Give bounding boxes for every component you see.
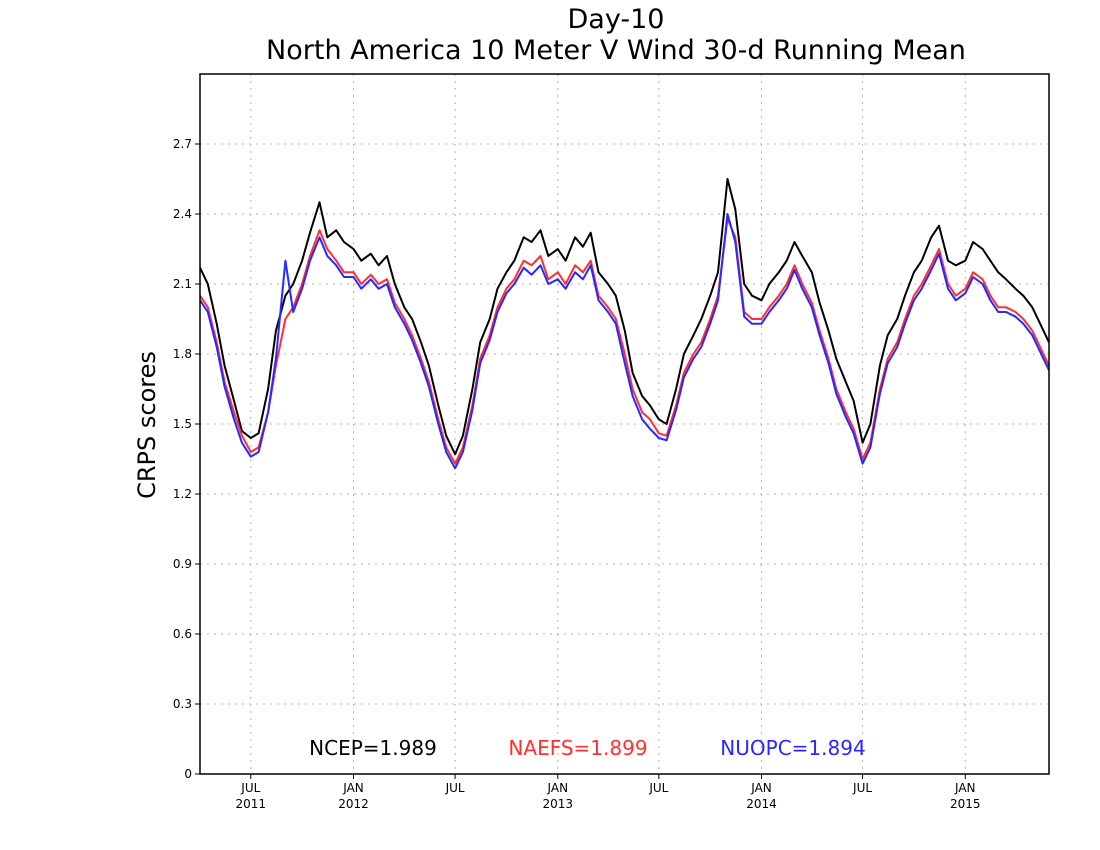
y-tick-label: 2.1 — [173, 277, 192, 291]
y-tick-label: 0 — [184, 767, 192, 781]
y-tick-label: 1.2 — [173, 487, 192, 501]
grid — [200, 74, 1049, 774]
y-tick-label: 1.8 — [173, 347, 192, 361]
x-tick-month-label: JAN — [750, 781, 772, 795]
legend-ncep: NCEP=1.989 — [309, 736, 437, 760]
x-tick-month-label: JUL — [445, 781, 465, 795]
x-tick-year-label: 2013 — [543, 797, 574, 811]
x-tick-month-label: JAN — [547, 781, 569, 795]
x-tick-month-label: JAN — [954, 781, 976, 795]
y-tick-label: 2.4 — [173, 207, 192, 221]
x-tick-month-label: JAN — [342, 781, 364, 795]
chart-title: Day-10 — [568, 4, 665, 35]
x-tick-month-label: JUL — [240, 781, 260, 795]
legend: NCEP=1.989 NAEFS=1.899 NUOPC=1.894 — [309, 736, 866, 760]
legend-naefs: NAEFS=1.899 — [508, 736, 647, 760]
x-tick-year-label: 2011 — [236, 797, 267, 811]
y-tick-label: 0.9 — [173, 557, 192, 571]
y-tick-label: 0.3 — [173, 697, 192, 711]
legend-nuopc: NUOPC=1.894 — [720, 736, 865, 760]
x-tick-year-label: 2015 — [950, 797, 981, 811]
y-axis: 0 0.3 0.6 0.9 1.2 1.5 1.8 2.1 2.4 2.7 — [173, 137, 200, 781]
x-tick-year-label: 2012 — [338, 797, 369, 811]
x-tick-year-label: 2014 — [746, 797, 777, 811]
x-tick-month-label: JUL — [852, 781, 872, 795]
ncep-series-line — [199, 178, 1050, 456]
y-tick-label: 1.5 — [173, 417, 192, 431]
series-layer — [199, 178, 1050, 470]
x-tick-month-label: JUL — [648, 781, 668, 795]
nuopc-series-line — [199, 213, 1050, 470]
naefs-series-line — [199, 217, 1050, 465]
y-axis-label: CRPS scores — [133, 351, 161, 499]
y-tick-label: 2.7 — [173, 137, 192, 151]
y-tick-label: 0.6 — [173, 627, 192, 641]
x-axis: JUL 2011 JAN 2012 JUL JAN 2013 JUL JAN 2014 JUL JAN… — [236, 774, 981, 811]
chart-subtitle: North America 10 Meter V Wind 30-d Runni… — [266, 35, 966, 66]
